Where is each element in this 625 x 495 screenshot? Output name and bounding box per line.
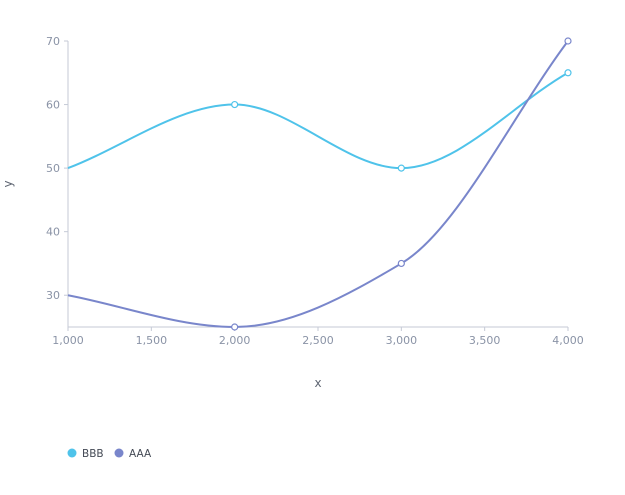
legend-label-aaa: AAA bbox=[129, 448, 152, 460]
legend-marker-aaa bbox=[114, 448, 124, 458]
y-tick-label: 40 bbox=[46, 226, 60, 239]
series-line-bbb bbox=[67, 71, 569, 170]
x-tick-label: 2,000 bbox=[219, 334, 251, 347]
legend-marker-bbb bbox=[67, 448, 77, 458]
y-tick-label: 70 bbox=[46, 35, 60, 48]
y-tick-label: 30 bbox=[46, 289, 60, 302]
legend: BBB AAA bbox=[67, 448, 152, 460]
x-tick-label: 4,000 bbox=[552, 334, 584, 347]
axes: 30 40 50 60 70 1,000 1,500 2,000 2,500 3,000 3,500… bbox=[46, 35, 584, 347]
series-line-aaa bbox=[67, 40, 569, 329]
x-axis-title: x bbox=[314, 376, 321, 390]
y-axis-title: y bbox=[1, 180, 15, 187]
data-point-aaa bbox=[397, 259, 405, 268]
data-point-bbb bbox=[564, 69, 572, 77]
legend-label-bbb: BBB bbox=[82, 448, 104, 460]
x-tick-label: 3,500 bbox=[469, 334, 501, 347]
x-tick-label: 1,500 bbox=[136, 334, 168, 347]
data-points bbox=[231, 37, 572, 331]
data-point-aaa bbox=[231, 323, 239, 331]
data-point-bbb bbox=[397, 164, 405, 172]
data-point-bbb bbox=[231, 100, 239, 109]
y-tick-label: 60 bbox=[46, 99, 60, 112]
series-lines bbox=[67, 40, 569, 329]
x-tick-label: 1,000 bbox=[52, 334, 84, 347]
data-point-aaa bbox=[564, 37, 572, 45]
x-tick-label: 2,500 bbox=[302, 334, 334, 347]
x-tick-label: 3,000 bbox=[386, 334, 418, 347]
y-tick-label: 50 bbox=[46, 162, 60, 175]
